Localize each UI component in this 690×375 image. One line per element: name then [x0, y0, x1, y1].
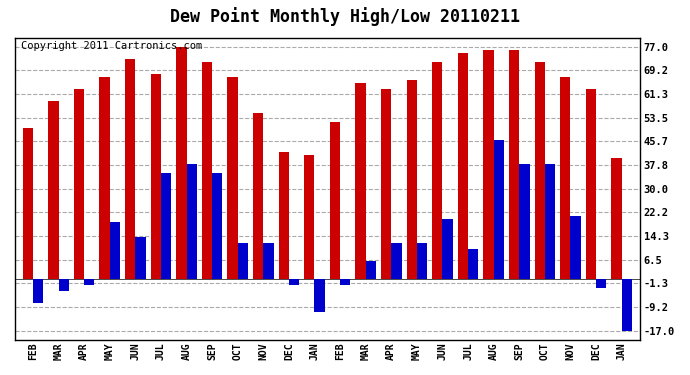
Bar: [520, 164, 529, 279]
Bar: [611, 158, 622, 279]
Text: Copyright 2011 Cartronics.com: Copyright 2011 Cartronics.com: [21, 40, 202, 51]
Bar: [330, 122, 340, 279]
Bar: [468, 249, 478, 279]
Bar: [432, 62, 442, 279]
Bar: [99, 77, 110, 279]
Bar: [228, 77, 237, 279]
Bar: [315, 279, 325, 312]
Bar: [23, 128, 33, 279]
Bar: [458, 53, 468, 279]
Bar: [202, 62, 212, 279]
Bar: [59, 279, 69, 291]
Bar: [442, 219, 453, 279]
Bar: [381, 89, 391, 279]
Bar: [406, 80, 417, 279]
Bar: [391, 243, 402, 279]
Bar: [289, 279, 299, 285]
Bar: [176, 46, 186, 279]
Bar: [253, 113, 264, 279]
Bar: [366, 261, 376, 279]
Bar: [484, 50, 493, 279]
Bar: [74, 89, 84, 279]
Bar: [560, 77, 571, 279]
Bar: [622, 279, 632, 330]
Bar: [535, 62, 545, 279]
Bar: [417, 243, 427, 279]
Bar: [150, 74, 161, 279]
Bar: [545, 164, 555, 279]
Bar: [135, 237, 146, 279]
Bar: [48, 101, 59, 279]
Bar: [33, 279, 43, 303]
Bar: [355, 83, 366, 279]
Bar: [186, 164, 197, 279]
Bar: [571, 216, 581, 279]
Bar: [596, 279, 607, 288]
Bar: [237, 243, 248, 279]
Bar: [212, 174, 222, 279]
Bar: [586, 89, 596, 279]
Bar: [110, 222, 120, 279]
Bar: [264, 243, 273, 279]
Bar: [340, 279, 351, 285]
Bar: [509, 50, 520, 279]
Bar: [304, 155, 315, 279]
Text: Dew Point Monthly High/Low 20110211: Dew Point Monthly High/Low 20110211: [170, 8, 520, 27]
Bar: [125, 58, 135, 279]
Bar: [279, 152, 289, 279]
Bar: [493, 140, 504, 279]
Bar: [84, 279, 95, 285]
Bar: [161, 174, 171, 279]
